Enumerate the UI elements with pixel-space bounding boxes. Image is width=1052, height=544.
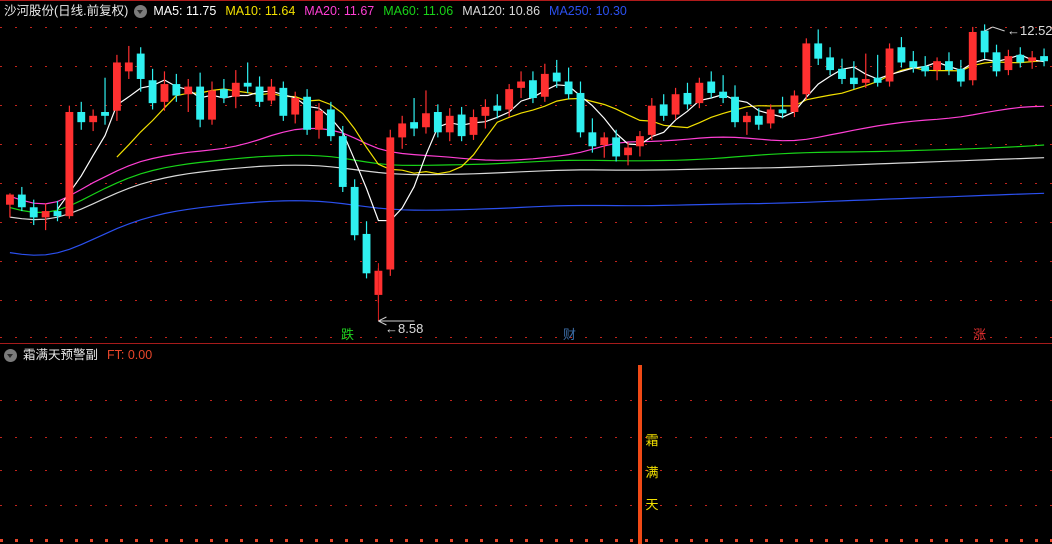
sub-indicator-title: 霜满天预警副 xyxy=(23,348,99,362)
x-axis-tick-die: 跌 xyxy=(340,327,354,342)
ma-line-ma250 xyxy=(9,192,1045,256)
sub-gridline-h-1 xyxy=(0,437,1052,438)
sub-gridline-h-2 xyxy=(0,470,1052,471)
sub-gridline-h-3 xyxy=(0,505,1052,506)
indicator-ma60: MA60: 11.06 xyxy=(383,4,454,18)
main-chart-header: 沙河股份(日线.前复权) MA5: 11.75 MA10: 11.64 MA20: … xyxy=(0,1,1052,21)
gridline-h-6 xyxy=(0,261,1052,262)
sub-gridline-bottom-dots xyxy=(0,539,1052,542)
symbol-title: 沙河股份(日线.前复权) xyxy=(4,4,129,18)
gridline-h-5 xyxy=(0,222,1052,223)
indicator-ma20: MA20: 11.67 xyxy=(304,4,375,18)
gridline-h-0 xyxy=(0,27,1052,28)
indicator-ma120: MA120: 10.86 xyxy=(462,4,541,18)
sub-chart-header: 霜满天预警副 FT: 0.00 xyxy=(0,345,1052,365)
price-chart-panel[interactable] xyxy=(0,21,1052,345)
alert-signal-bar xyxy=(638,365,642,544)
gridline-h-1 xyxy=(0,66,1052,67)
ft-value: FT: 0.00 xyxy=(107,348,153,362)
gridline-h-3 xyxy=(0,144,1052,145)
gridline-h-4 xyxy=(0,183,1052,184)
indicator-ma5: MA5: 11.75 xyxy=(153,4,217,18)
gridline-h-2 xyxy=(0,105,1052,106)
alert-signal-label: 霜满天 xyxy=(644,425,660,521)
alert-indicator-panel[interactable]: 霜满天 xyxy=(0,365,1052,544)
gridline-h-8 xyxy=(0,337,1052,338)
window-top-border xyxy=(0,0,1052,1)
price-annotation-arrows xyxy=(377,26,1005,326)
x-axis-tick-zhang: 涨 xyxy=(972,327,986,342)
alert-label-char-0: 霜 xyxy=(645,433,659,448)
indicator-legend: MA5: 11.75 MA10: 11.64 MA20: 11.67 MA60: 11… xyxy=(153,1,636,21)
ma-line-ma60 xyxy=(9,144,1045,213)
chevron-down-icon[interactable] xyxy=(134,4,148,18)
candlestick-series xyxy=(6,24,1048,303)
indicator-ma250: MA250: 10.30 xyxy=(549,4,627,18)
high-price-annotation: ←12.52 xyxy=(1007,23,1052,38)
alert-label-char-2: 天 xyxy=(645,497,659,512)
indicator-ma10: MA10: 11.64 xyxy=(225,4,296,18)
ma-line-ma120 xyxy=(9,157,1045,221)
x-axis-tick-cai: 财 xyxy=(562,327,576,342)
low-price-annotation: ←8.58 xyxy=(385,321,424,336)
panel-divider xyxy=(0,343,1052,344)
gridline-h-7 xyxy=(0,300,1052,301)
ma-line-ma20 xyxy=(9,105,1045,205)
chevron-down-icon-sub[interactable] xyxy=(4,348,17,362)
sub-gridline-h-0 xyxy=(0,400,1052,401)
alert-label-char-1: 满 xyxy=(645,465,659,480)
